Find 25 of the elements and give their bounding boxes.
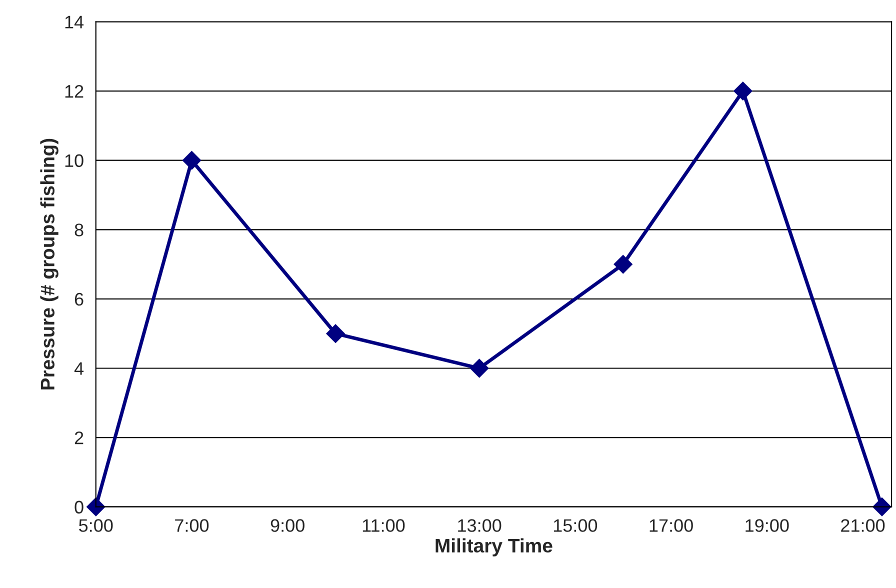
x-tick-label: 11:00 [362, 519, 405, 532]
x-axis-title: Military Time [436, 538, 552, 556]
y-axis-title: Pressure (# groups fishing) [40, 138, 58, 390]
x-tick-label: 9:00 [270, 519, 304, 532]
point [86, 497, 106, 516]
y-tick-label: 8 [74, 224, 84, 236]
y-tick-label: 4 [74, 362, 84, 375]
x-tick-label: 15:00 [554, 519, 598, 532]
point [734, 82, 752, 100]
y-tick-label: 2 [74, 431, 84, 444]
x-tick-label: 13:00 [458, 519, 502, 532]
x-tick-label: 21:00 [841, 519, 885, 532]
x-tick-label: 7:00 [175, 519, 209, 532]
x-tick-label: 19:00 [746, 519, 789, 532]
y-tick-label: 6 [74, 292, 84, 306]
y-tick-label: 14 [65, 16, 84, 28]
y-tick-label: 0 [74, 500, 84, 514]
y-tick-label: 12 [65, 84, 84, 98]
x-tick-label: 5:00 [79, 519, 113, 532]
point [470, 358, 489, 378]
x-tick-label: 17:00 [650, 519, 693, 532]
point [182, 150, 202, 170]
y-tick-label: 10 [65, 154, 84, 168]
point [326, 324, 345, 343]
point [614, 254, 632, 274]
